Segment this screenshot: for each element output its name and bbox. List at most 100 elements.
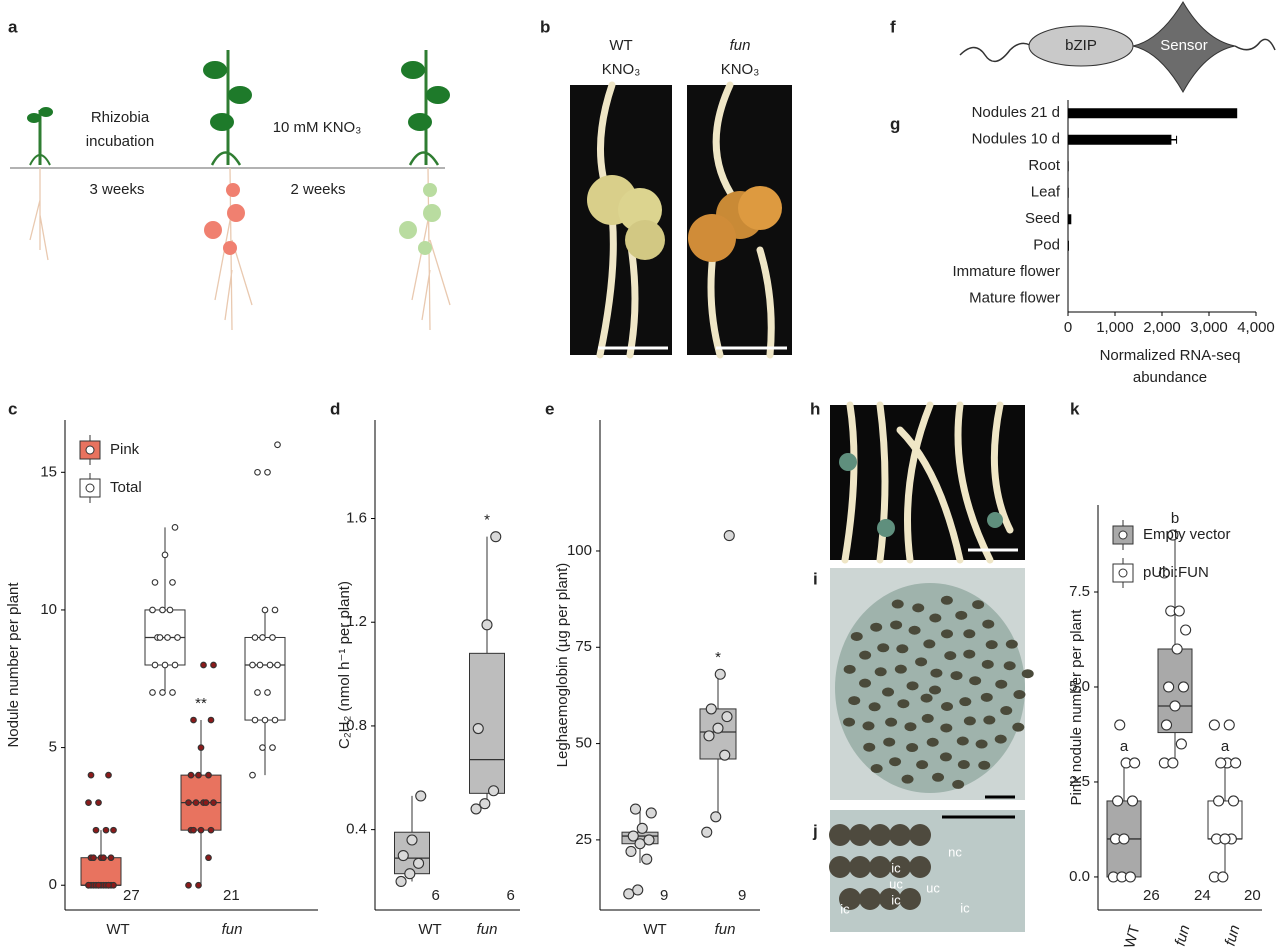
point	[205, 771, 212, 779]
section-label: ic	[891, 860, 901, 875]
point	[249, 661, 256, 669]
point	[271, 606, 279, 614]
leaf	[39, 107, 53, 117]
cell	[906, 681, 919, 691]
panel-label: c	[8, 399, 17, 418]
point	[406, 834, 418, 846]
cell	[985, 640, 998, 650]
diagram-label: 2 weeks	[290, 181, 345, 198]
point	[197, 744, 205, 751]
section-label: ic	[960, 900, 970, 915]
point	[1160, 719, 1173, 731]
cell	[882, 687, 895, 697]
point	[710, 811, 722, 823]
y-tick-label: 5	[49, 739, 57, 756]
point	[1169, 700, 1181, 712]
y-tick-label: 7.5	[1069, 583, 1090, 600]
cell	[894, 664, 907, 674]
cell	[982, 619, 995, 629]
y-tick-label: 10	[40, 601, 57, 618]
cell	[921, 713, 934, 723]
n-label: 21	[223, 887, 240, 904]
point	[261, 606, 269, 614]
cell	[959, 697, 972, 707]
point	[174, 634, 181, 641]
cell	[889, 856, 911, 878]
point	[85, 799, 92, 806]
linker	[1234, 38, 1276, 51]
x-tick-label: fun	[1222, 923, 1244, 948]
point	[1230, 757, 1242, 769]
nodule	[625, 220, 665, 260]
point	[712, 722, 724, 734]
cell	[879, 888, 901, 910]
point	[171, 524, 179, 531]
nodule	[227, 204, 245, 222]
cell	[896, 644, 909, 654]
point	[271, 716, 279, 724]
point	[274, 661, 281, 669]
point	[210, 661, 217, 669]
linker	[959, 42, 1031, 63]
cell	[940, 595, 953, 605]
point	[102, 826, 110, 834]
cell	[940, 723, 953, 733]
point	[723, 530, 735, 542]
point	[645, 807, 657, 819]
cell	[969, 676, 982, 686]
point	[105, 771, 112, 779]
point	[1118, 833, 1130, 845]
panel-label: a	[8, 17, 18, 36]
cell	[849, 856, 871, 878]
point	[641, 853, 653, 865]
cell	[870, 622, 883, 632]
point	[259, 744, 266, 751]
point	[1112, 795, 1124, 807]
cell	[1021, 669, 1034, 679]
point	[629, 803, 642, 815]
point	[85, 881, 92, 889]
y-axis-label: Leghaemoglobin (µg per plant)	[554, 563, 571, 768]
photo-label: KNO₃	[602, 61, 641, 78]
point	[266, 661, 274, 669]
point	[714, 668, 726, 680]
y-tick-label: 0.8	[346, 717, 367, 734]
point	[161, 551, 169, 559]
cell	[906, 743, 919, 753]
n-label: 26	[1143, 887, 1160, 904]
diagram-label: 10 mM KNO₃	[273, 119, 362, 136]
leaf	[27, 113, 41, 123]
cell	[983, 715, 996, 725]
nodule	[223, 241, 237, 255]
point	[1124, 871, 1136, 883]
cell	[932, 772, 945, 782]
point	[1173, 605, 1185, 617]
category-label: Nodules 10 d	[972, 131, 1060, 148]
diagram-label: 3 weeks	[89, 181, 144, 198]
point	[156, 634, 164, 641]
category-label: Pod	[1033, 237, 1060, 254]
point	[151, 661, 159, 669]
photos-hij	[829, 401, 1034, 932]
x-axis-label: abundance	[1133, 369, 1207, 386]
point	[472, 722, 484, 735]
n-label: 20	[1244, 887, 1261, 904]
cell	[859, 650, 872, 660]
point	[701, 826, 713, 838]
cell	[901, 774, 914, 784]
legend-icon	[1118, 530, 1128, 540]
cell	[923, 639, 936, 649]
y-tick-label: 2.5	[1069, 773, 1090, 790]
y-tick-label: 0	[49, 876, 57, 893]
section-label: ic	[840, 901, 850, 916]
panel-label: f	[890, 17, 896, 36]
panel-label: j	[812, 821, 818, 840]
category-label: Root	[1028, 157, 1061, 174]
cell	[889, 757, 902, 767]
cell	[1005, 639, 1018, 649]
leaf	[408, 151, 440, 166]
cell	[899, 888, 921, 910]
cell	[941, 701, 954, 711]
point	[187, 771, 195, 779]
photos-b: WT KNO₃ fun KNO₃	[570, 37, 792, 359]
